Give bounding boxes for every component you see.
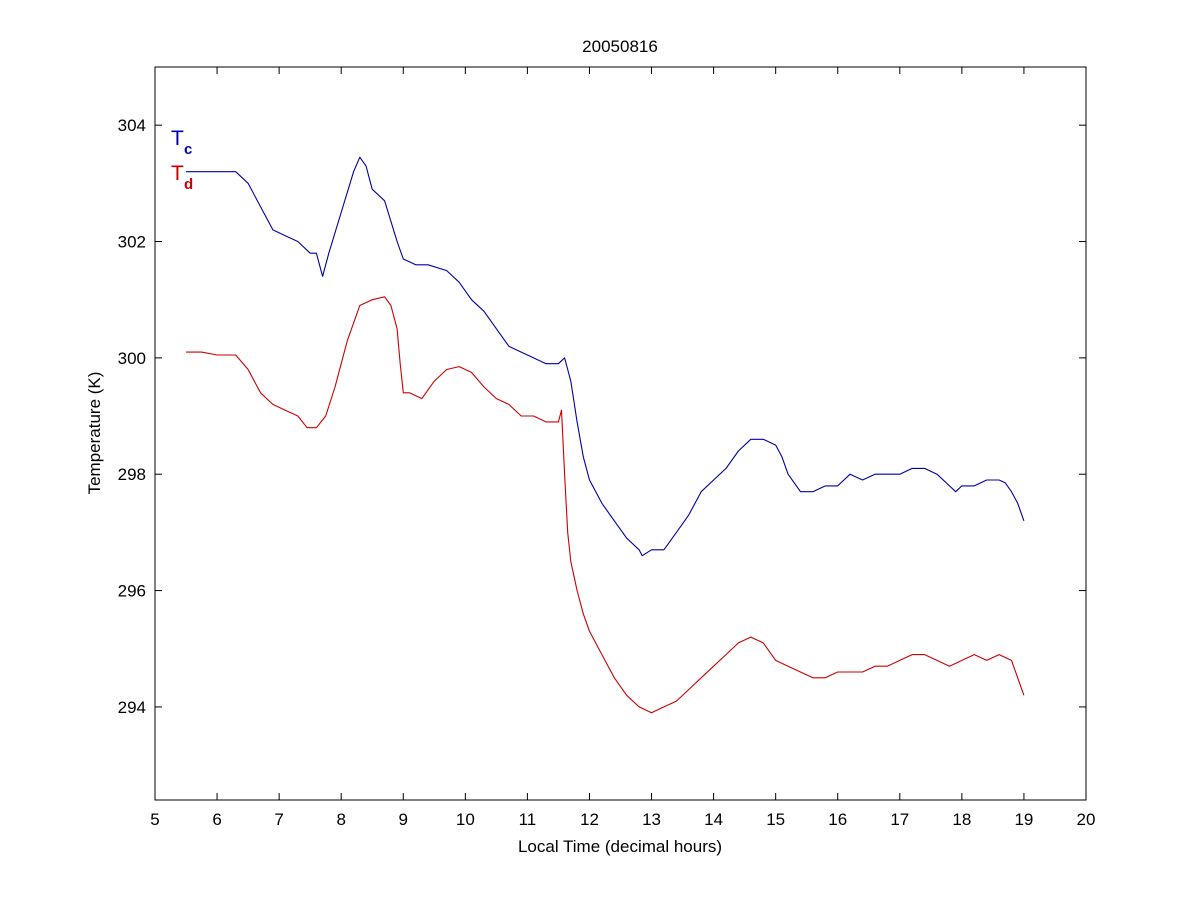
y-tick-label: 302 <box>118 233 146 252</box>
x-tick-label: 18 <box>952 810 971 829</box>
plot-area: 5 6 7 8 9 10 11 12 13 14 15 16 17 18 19 20 294 296 298 300 3… <box>118 66 1096 829</box>
x-tick-label: 6 <box>212 810 221 829</box>
legend-subscript: d <box>184 176 193 193</box>
plot-frame <box>154 66 1087 801</box>
x-tick-label: 13 <box>642 810 661 829</box>
x-tick-label: 7 <box>274 810 283 829</box>
chart-title: 20050816 <box>582 37 658 56</box>
x-tick-label: 12 <box>580 810 599 829</box>
x-tick-label: 10 <box>456 810 475 829</box>
y-tick-label: 294 <box>118 698 146 717</box>
x-tick-label: 9 <box>399 810 408 829</box>
y-axis-label: Temperature (K) <box>85 372 104 495</box>
x-tick-label: 8 <box>336 810 345 829</box>
x-tick-label: 15 <box>766 810 785 829</box>
x-axis-label: Local Time (decimal hours) <box>518 837 722 856</box>
series-line-tc <box>186 156 1025 557</box>
y-tick-label: 296 <box>118 582 146 601</box>
x-tick-label: 19 <box>1014 810 1033 829</box>
legend-label: T <box>171 162 184 185</box>
y-tick-label: 300 <box>118 349 146 368</box>
legend-label: T <box>171 127 184 150</box>
x-tick-label: 16 <box>828 810 847 829</box>
legend-subscript: c <box>184 141 192 158</box>
y-tick-label: 298 <box>118 465 146 484</box>
y-tick-label: 304 <box>118 116 146 135</box>
x-tick-label: 17 <box>890 810 909 829</box>
series-line-td <box>186 296 1025 714</box>
x-tick-label: 20 <box>1077 810 1096 829</box>
x-tick-label: 11 <box>519 810 537 829</box>
x-tick-label: 5 <box>150 810 159 829</box>
x-tick-label: 14 <box>704 810 723 829</box>
